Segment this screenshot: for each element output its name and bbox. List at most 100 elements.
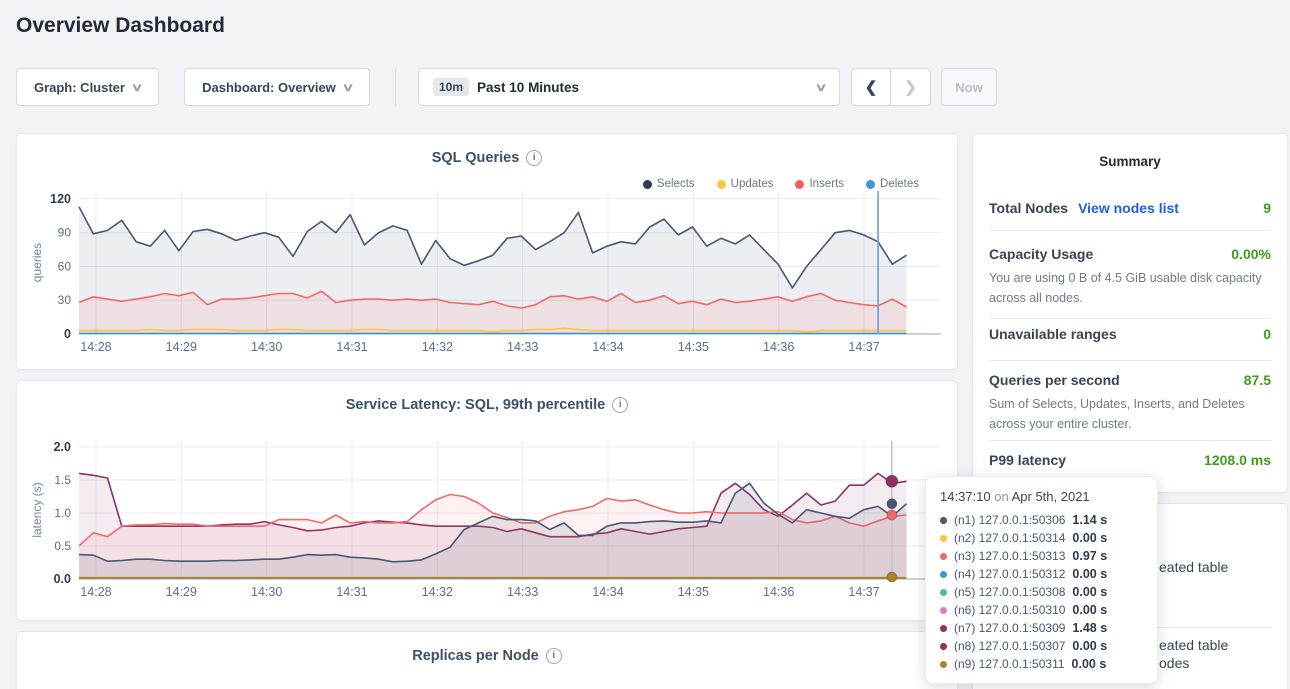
node-latency-value: 1.48 s (1072, 621, 1107, 635)
tooltip-node-row: (n5) 127.0.0.1:50308 0.00 s (940, 583, 1143, 601)
now-button[interactable]: Now (941, 68, 997, 106)
summary-title: Summary (973, 154, 1287, 169)
svg-text:90: 90 (58, 226, 72, 240)
summary-row-p99: P99 latency 1208.0 ms (989, 452, 1271, 468)
total-nodes-value: 9 (1263, 200, 1271, 216)
graph-dropdown-label: Graph: Cluster (34, 80, 125, 95)
node-color-dot (940, 553, 947, 560)
tooltip-node-row: (n6) 127.0.0.1:50310 0.00 s (940, 601, 1143, 619)
qps-desc: Sum of Selects, Updates, Inserts, and De… (989, 394, 1271, 434)
svg-text:latency (s): latency (s) (30, 482, 44, 537)
node-latency-value: 0.00 s (1072, 603, 1107, 617)
time-prev-button[interactable]: ❮ (851, 68, 891, 106)
svg-text:60: 60 (58, 259, 72, 273)
time-range-badge: 10m (433, 78, 469, 96)
node-address: (n5) 127.0.0.1:50308 (954, 585, 1065, 599)
node-address: (n7) 127.0.0.1:50309 (954, 621, 1065, 635)
node-color-dot (940, 589, 947, 596)
summary-row-unavailable: Unavailable ranges 0 (989, 326, 1271, 342)
svg-text:14:32: 14:32 (422, 585, 453, 599)
svg-text:14:32: 14:32 (422, 340, 453, 354)
svg-text:2.0: 2.0 (54, 440, 71, 454)
summary-row-total-nodes: Total Nodes View nodes list 9 (989, 200, 1271, 216)
node-latency-value: 0.00 s (1072, 585, 1107, 599)
svg-text:1.5: 1.5 (54, 473, 71, 487)
svg-text:0.5: 0.5 (54, 539, 71, 553)
sql-queries-card: SQL Queriesi SelectsUpdatesInsertsDelete… (16, 133, 958, 370)
chevron-down-icon: ∨ (815, 81, 828, 94)
svg-text:14:31: 14:31 (336, 340, 367, 354)
node-color-dot (940, 535, 947, 542)
time-next-button[interactable]: ❯ (891, 68, 931, 106)
event-text-fragment: eated table (1159, 559, 1228, 575)
svg-text:14:36: 14:36 (763, 340, 794, 354)
node-color-dot (940, 625, 947, 632)
service-latency-chart-plot[interactable]: 14:2814:2914:3014:3114:3214:3314:3414:35… (17, 381, 959, 622)
node-address: (n2) 127.0.0.1:50314 (954, 531, 1065, 545)
capacity-usage-value: 0.00% (1231, 246, 1271, 262)
sql-queries-chart-plot[interactable]: 14:2814:2914:3014:3114:3214:3314:3414:35… (17, 134, 959, 371)
svg-text:0.0: 0.0 (54, 572, 71, 586)
svg-text:14:37: 14:37 (848, 340, 879, 354)
node-address: (n1) 127.0.0.1:50306 (954, 513, 1065, 527)
svg-text:14:34: 14:34 (592, 340, 623, 354)
tooltip-node-row: (n1) 127.0.0.1:50306 1.14 s (940, 511, 1143, 529)
info-icon[interactable]: i (546, 648, 562, 664)
dashboard-dropdown-label: Dashboard: Overview (202, 80, 336, 95)
svg-text:30: 30 (58, 293, 72, 307)
tooltip-node-row: (n2) 127.0.0.1:50314 0.00 s (940, 529, 1143, 547)
time-nav-buttons: ❮ ❯ (851, 68, 931, 106)
node-color-dot (940, 661, 947, 668)
node-address: (n8) 127.0.0.1:50307 (954, 639, 1065, 653)
view-nodes-list-link[interactable]: View nodes list (1078, 200, 1179, 216)
svg-text:14:28: 14:28 (80, 340, 111, 354)
summary-divider (989, 230, 1271, 231)
chevron-down-icon: ∨ (131, 81, 144, 94)
chevron-down-icon: ∨ (341, 81, 354, 94)
node-latency-value: 0.00 s (1072, 567, 1107, 581)
node-color-dot (940, 517, 947, 524)
svg-text:14:36: 14:36 (763, 585, 794, 599)
node-address: (n6) 127.0.0.1:50310 (954, 603, 1065, 617)
chevron-left-icon: ❮ (865, 78, 878, 96)
qps-value: 87.5 (1244, 372, 1271, 388)
node-address: (n9) 127.0.0.1:50311 (954, 657, 1065, 671)
toolbar-divider (395, 68, 396, 106)
svg-text:0: 0 (64, 327, 71, 341)
graph-dropdown[interactable]: Graph: Cluster ∨ (16, 68, 159, 106)
svg-text:14:28: 14:28 (80, 585, 111, 599)
replicas-per-node-card: Replicas per Nodei (16, 631, 958, 689)
svg-text:14:37: 14:37 (848, 585, 879, 599)
node-latency-value: 1.14 s (1072, 513, 1107, 527)
summary-divider (989, 318, 1271, 319)
svg-text:1.0: 1.0 (54, 506, 71, 520)
unavailable-ranges-label: Unavailable ranges (989, 326, 1117, 342)
summary-divider (989, 440, 1271, 441)
svg-text:14:33: 14:33 (507, 585, 538, 599)
node-color-dot (940, 571, 947, 578)
total-nodes-label: Total Nodes (989, 200, 1068, 216)
time-range-picker[interactable]: 10m Past 10 Minutes ∨ (418, 68, 840, 106)
node-color-dot (940, 607, 947, 614)
chevron-right-icon: ❯ (904, 78, 917, 96)
dashboard-dropdown[interactable]: Dashboard: Overview ∨ (184, 68, 370, 106)
node-latency-value: 0.00 s (1072, 531, 1107, 545)
capacity-usage-label: Capacity Usage (989, 246, 1093, 262)
svg-text:14:30: 14:30 (251, 585, 282, 599)
service-latency-card: Service Latency: SQL, 99th percentilei 1… (16, 380, 958, 621)
node-address: (n3) 127.0.0.1:50313 (954, 549, 1065, 563)
summary-row-capacity: Capacity Usage 0.00% You are using 0 B o… (989, 246, 1271, 308)
svg-text:14:29: 14:29 (166, 585, 197, 599)
summary-card: Summary Total Nodes View nodes list 9 Ca… (972, 133, 1288, 493)
tooltip-node-row: (n8) 127.0.0.1:503070.00 s (940, 637, 1143, 655)
svg-text:14:31: 14:31 (336, 585, 367, 599)
tooltip-node-row: (n3) 127.0.0.1:503130.97 s (940, 547, 1143, 565)
summary-row-qps: Queries per second 87.5 Sum of Selects, … (989, 372, 1271, 434)
node-color-dot (940, 643, 947, 650)
now-button-label: Now (955, 80, 982, 95)
svg-text:14:35: 14:35 (678, 585, 709, 599)
time-range-label: Past 10 Minutes (477, 80, 579, 95)
event-text-fragment: eated table (1159, 637, 1228, 653)
summary-divider (989, 360, 1271, 361)
capacity-usage-desc: You are using 0 B of 4.5 GiB usable disk… (989, 268, 1271, 308)
